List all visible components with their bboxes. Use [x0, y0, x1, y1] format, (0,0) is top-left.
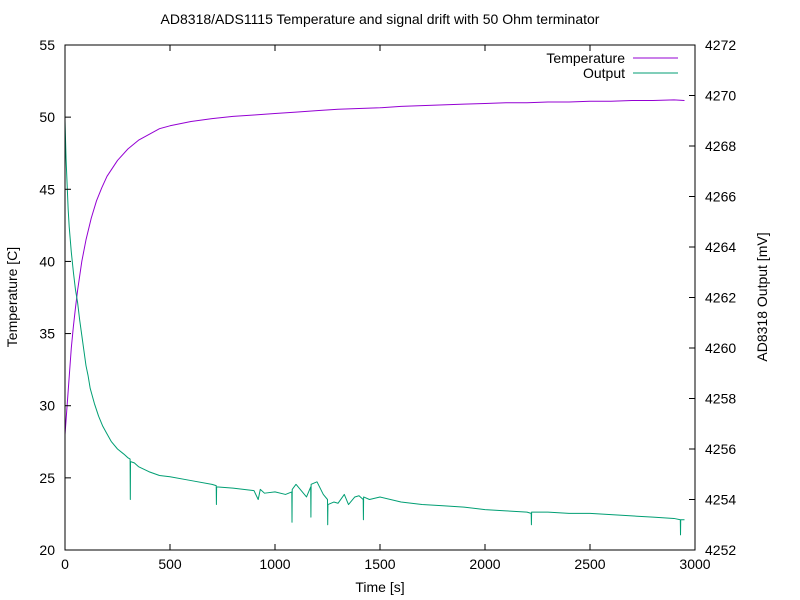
y-tick-label: 40: [39, 253, 55, 269]
x-tick-label: 2000: [469, 556, 500, 572]
x-tick-label: 2500: [574, 556, 605, 572]
x-tick-label: 1000: [259, 556, 290, 572]
x-tick-label: 3000: [679, 556, 710, 572]
y-axis-right-title: AD8318 Output [mV]: [754, 232, 770, 361]
y2-tick-label: 4256: [705, 441, 736, 457]
y-tick-label: 20: [39, 542, 55, 558]
x-tick-label: 500: [158, 556, 182, 572]
y2-tick-label: 4270: [705, 88, 736, 104]
y-tick-label: 35: [39, 326, 55, 342]
legend-label-temperature: Temperature: [546, 50, 625, 66]
y-tick-label: 45: [39, 181, 55, 197]
legend-label-output: Output: [583, 65, 625, 81]
y-axis-left: 20 25 30 35 40 45 50 55: [39, 37, 71, 558]
y2-tick-label: 4254: [705, 492, 736, 508]
y2-tick-label: 4272: [705, 37, 736, 53]
y-tick-label: 30: [39, 398, 55, 414]
y-tick-label: 50: [39, 109, 55, 125]
y2-tick-label: 4260: [705, 340, 736, 356]
y2-tick-label: 4268: [705, 138, 736, 154]
y-tick-label: 55: [39, 37, 55, 53]
y2-tick-label: 4258: [705, 391, 736, 407]
chart-title: AD8318/ADS1115 Temperature and signal dr…: [161, 11, 600, 27]
plot-frame: [64, 44, 696, 551]
x-tick-label: 1500: [364, 556, 395, 572]
series-layer: [64, 99, 685, 536]
legend: Temperature Output: [546, 50, 678, 81]
y2-tick-label: 4252: [705, 542, 736, 558]
series-line-temperature: [64, 99, 685, 435]
x-axis-title: Time [s]: [355, 579, 404, 595]
y-axis-right: 4252 4254 4256 4258 4260 4262 4264 4266 4268 4270…: [689, 37, 736, 558]
y2-tick-label: 4266: [705, 189, 736, 205]
series-line-output: [64, 120, 685, 536]
y-tick-label: 25: [39, 470, 55, 486]
x-axis: 0 500 1000 1500 2000 2500 3000: [61, 45, 711, 572]
y2-tick-label: 4264: [705, 239, 736, 255]
y-axis-left-title: Temperature [C]: [4, 247, 20, 347]
y2-tick-label: 4262: [705, 290, 736, 306]
x-tick-label: 0: [61, 556, 69, 572]
